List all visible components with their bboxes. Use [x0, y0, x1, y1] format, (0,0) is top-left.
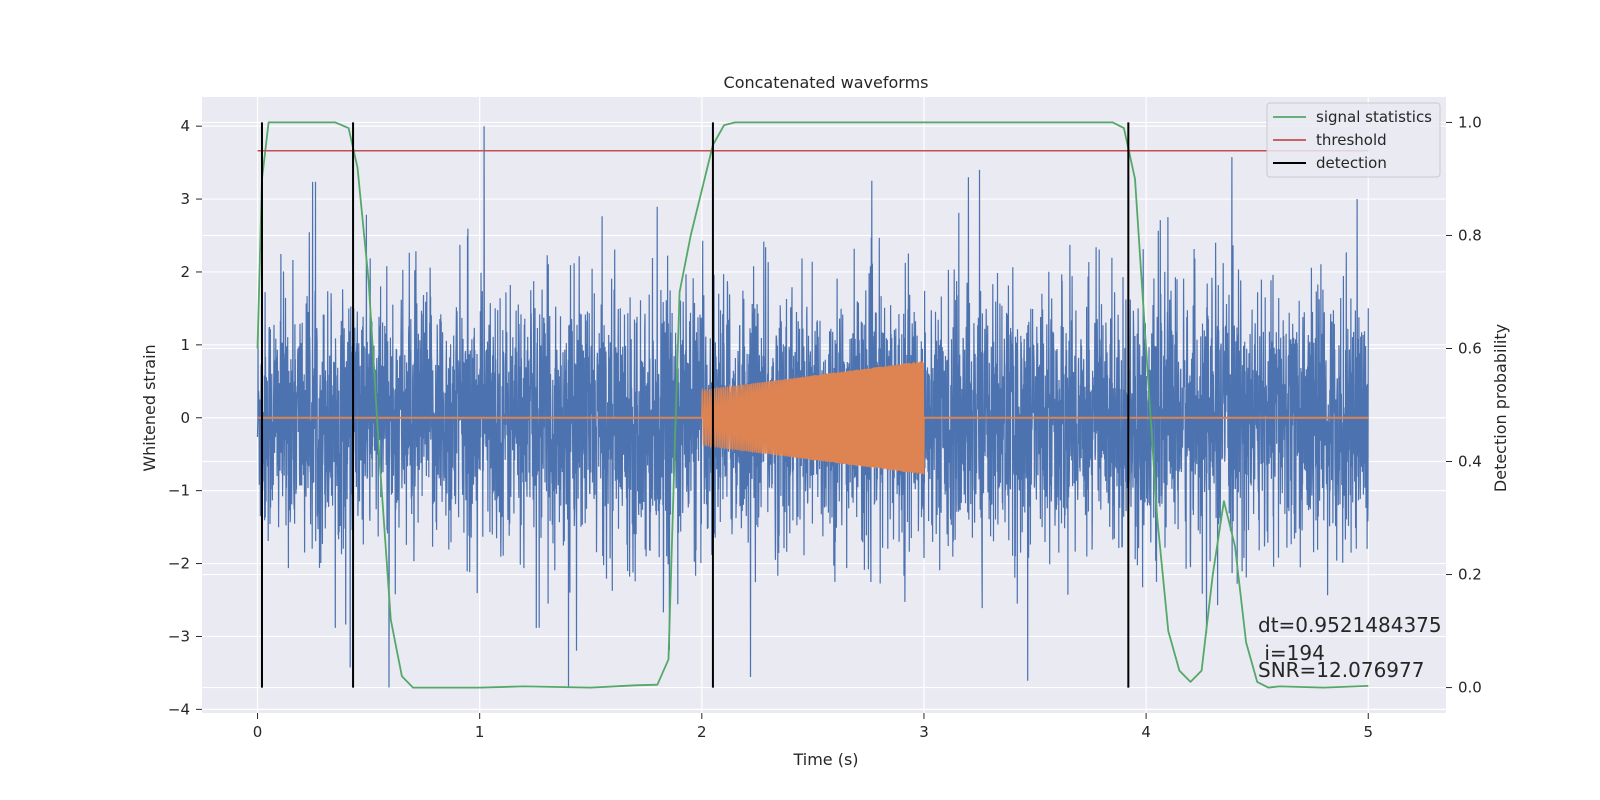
snr-annotation: SNR=12.076977	[1258, 658, 1424, 682]
x-tick-label: 3	[919, 723, 929, 741]
left-y-tick-label: 1	[180, 336, 190, 354]
dt-annotation: dt=0.9521484375	[1258, 613, 1442, 637]
injected-signal-line	[701, 361, 925, 475]
right-y-tick-label: 0.4	[1458, 453, 1482, 471]
left-y-axis-ticks: 4 3 2 1 0 −1 −2 −3 −4	[168, 117, 202, 718]
x-tick-label: 5	[1363, 723, 1373, 741]
right-y-tick-label: 0.8	[1458, 226, 1482, 244]
left-y-tick-label: −3	[168, 627, 190, 645]
right-y-tick-label: 0.6	[1458, 339, 1482, 357]
left-y-tick-label: 2	[180, 263, 190, 281]
right-y-axis-label: Detection probability	[1491, 324, 1510, 492]
left-y-tick-label: −4	[168, 700, 190, 718]
index-annotation: i=194	[1258, 641, 1325, 665]
left-y-tick-label: 3	[180, 190, 190, 208]
x-tick-label: 2	[697, 723, 707, 741]
signal-statistics-series	[256, 121, 1369, 689]
left-y-tick-label: −2	[168, 555, 190, 573]
right-y-tick-label: 1.0	[1458, 113, 1482, 131]
x-axis-ticks: 0 1 2 3 4 5	[253, 713, 1373, 741]
legend-frame	[1266, 102, 1441, 178]
injected-signal-series	[257, 361, 1369, 475]
left-y-tick-label: 0	[180, 409, 190, 427]
left-y-axis-label: Whitened strain	[140, 344, 159, 471]
detection-series	[260, 122, 1130, 688]
right-y-tick-label: 0.0	[1458, 679, 1482, 697]
left-y-tick-label: −1	[168, 482, 190, 500]
left-y-tick-label: 4	[180, 117, 190, 135]
x-axis-label: Time (s)	[792, 750, 858, 769]
right-y-tick-label: 0.2	[1458, 566, 1482, 584]
legend: signal statistics threshold detection	[1266, 102, 1441, 178]
info-annotation: dt=0.9521484375 i=194 SNR=12.076977	[1258, 613, 1442, 682]
x-tick-label: 1	[475, 723, 485, 741]
x-tick-label: 4	[1141, 723, 1151, 741]
x-tick-label: 0	[253, 723, 263, 741]
right-y-axis-ticks: 1.0 0.8 0.6 0.4 0.2 0.0	[1446, 113, 1482, 697]
legend-label-threshold: threshold	[1316, 131, 1387, 149]
signal-statistics-line	[256, 121, 1369, 689]
legend-label-detection: detection	[1316, 154, 1387, 172]
chart-title: Concatenated waveforms	[724, 73, 929, 92]
legend-label-signal-statistics: signal statistics	[1316, 108, 1432, 126]
